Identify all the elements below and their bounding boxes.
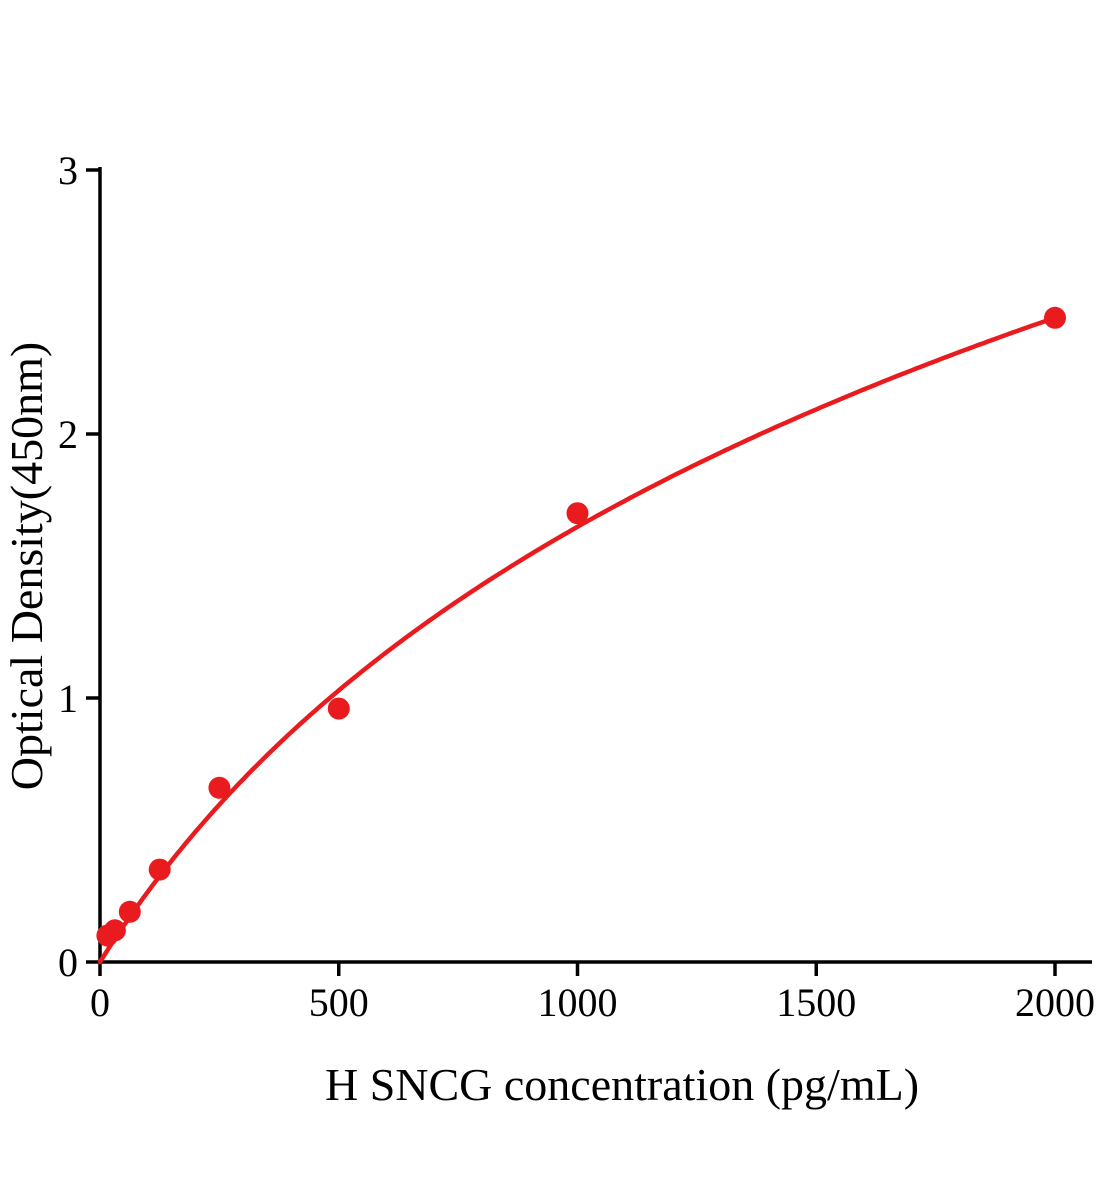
data-point: [118, 900, 141, 923]
data-point: [208, 776, 231, 799]
y-tick-label: 0: [58, 940, 78, 985]
data-point: [103, 919, 126, 942]
y-tick-label: 2: [58, 412, 78, 457]
x-tick-label: 0: [90, 980, 110, 1025]
y-tick-label: 1: [58, 676, 78, 721]
y-axis-title: Optical Density(450nm): [1, 342, 52, 790]
x-tick-label: 1500: [776, 980, 856, 1025]
data-point: [148, 858, 171, 881]
data-point: [566, 502, 589, 525]
x-tick-label: 1000: [538, 980, 618, 1025]
x-tick-label: 2000: [1015, 980, 1095, 1025]
x-tick-label: 500: [309, 980, 369, 1025]
data-point: [1044, 306, 1066, 329]
data-point: [327, 697, 350, 720]
fit-curve: [97, 315, 1058, 965]
axes-group: 0 500 1000 1500 2000 0 1 2 3: [58, 148, 1095, 1025]
y-tick-label: 3: [58, 148, 78, 193]
data-points-group: [96, 306, 1066, 947]
x-axis-title: H SNCG concentration (pg/mL): [325, 1059, 919, 1110]
fit-curve-group: [97, 315, 1058, 965]
